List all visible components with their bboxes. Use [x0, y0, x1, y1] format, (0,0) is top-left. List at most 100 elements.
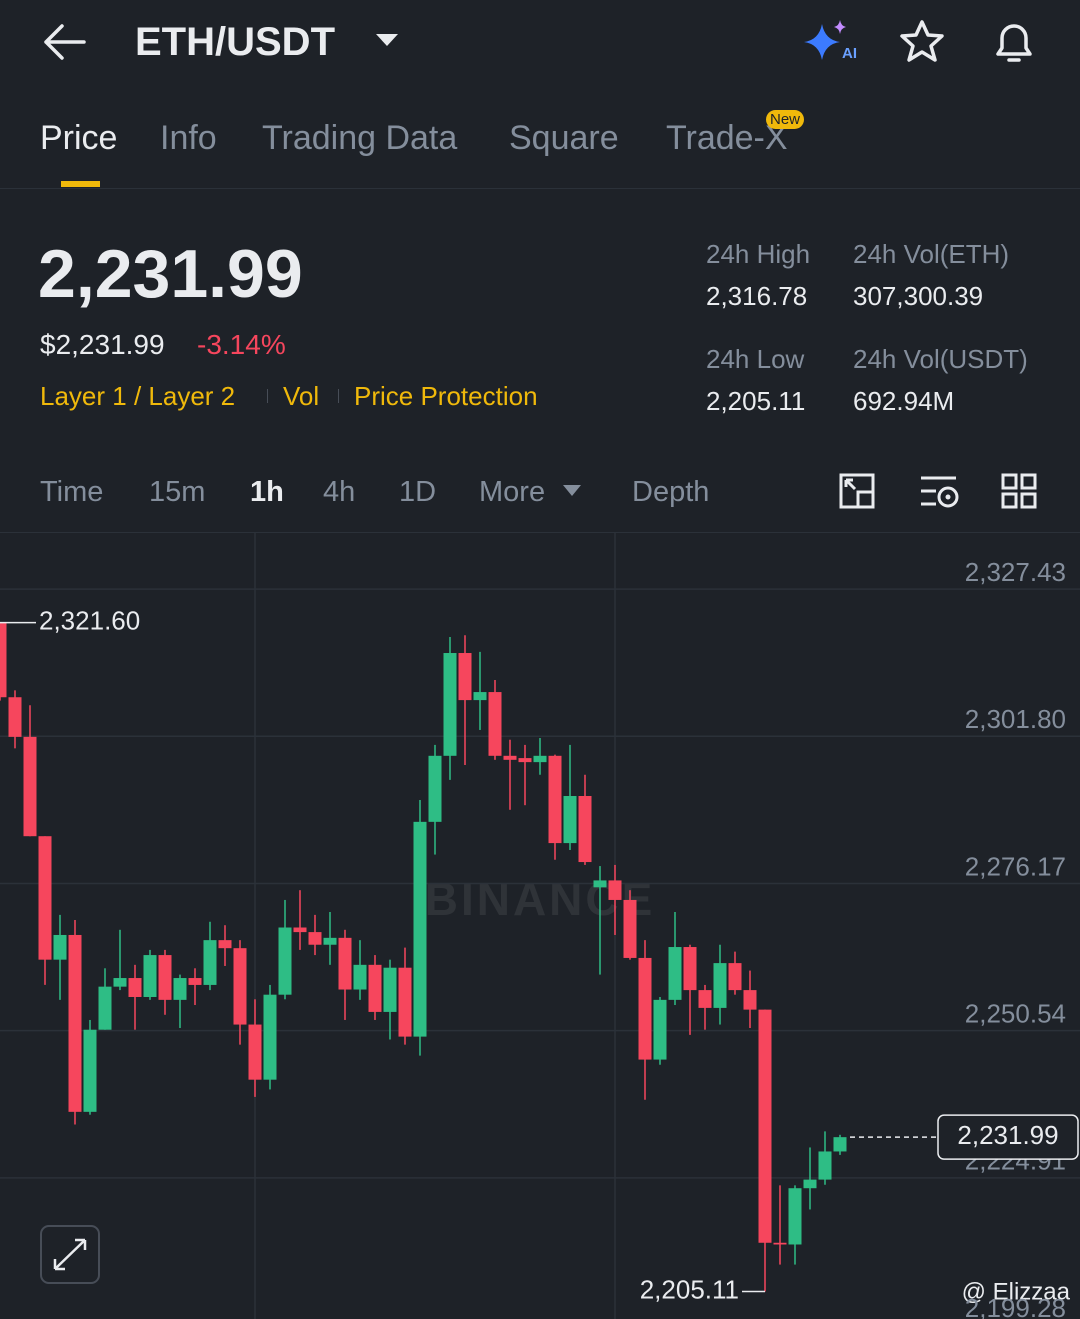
candle-body	[338, 937, 352, 990]
chart-tool-icon[interactable]	[838, 472, 878, 512]
candle-body	[698, 990, 712, 1008]
timeframe[interactable]: 1h	[250, 476, 284, 508]
candle-body	[458, 653, 472, 701]
price-change: -3.14%	[197, 329, 286, 360]
timeframe[interactable]: 1D	[399, 476, 437, 508]
divider	[0, 188, 1080, 189]
candle-body	[0, 622, 7, 698]
candle-body	[263, 994, 277, 1080]
svg-text:AI: AI	[842, 45, 857, 62]
candle-body	[803, 1179, 817, 1189]
active-tab-indicator	[61, 181, 100, 187]
tab[interactable]: Trade-X	[666, 119, 788, 157]
tab[interactable]: Square	[509, 119, 619, 157]
stat-label: 24h Vol(USDT)	[853, 344, 1028, 374]
candle-body	[83, 1029, 97, 1112]
candle-body	[488, 692, 502, 756]
ai-icon[interactable]: AI	[800, 18, 860, 66]
stat-label: 24h Low	[706, 344, 805, 374]
y-tick-label: 2,199.28	[965, 1293, 1066, 1319]
candle-body	[623, 899, 637, 958]
candle-body	[143, 955, 157, 997]
stat-value: 2,316.78	[706, 281, 808, 311]
candle-body	[53, 934, 67, 960]
candle-body	[23, 736, 37, 837]
candle-body	[188, 978, 202, 985]
tab[interactable]: Trading Data	[262, 119, 458, 157]
tab[interactable]: Price	[40, 119, 118, 157]
last-price: 2,231.99	[38, 236, 303, 312]
pair-caret[interactable]	[374, 32, 400, 48]
credit: @ Elizzaa	[962, 1278, 1071, 1305]
candle-body	[203, 940, 217, 985]
indicator-icon[interactable]	[918, 472, 962, 512]
stat-value: 692.94M	[853, 386, 955, 416]
candle-body	[713, 963, 727, 1008]
candle-body	[173, 978, 187, 1000]
candle-body	[758, 1009, 772, 1243]
candle-body	[473, 692, 487, 701]
stat-value: 2,205.11	[706, 386, 806, 416]
candle-body	[218, 940, 232, 949]
low-marker-label: 2,205.11	[640, 1274, 739, 1304]
candle-body	[773, 1242, 787, 1245]
candle-body	[8, 697, 22, 737]
candle-body	[398, 967, 412, 1037]
y-tick-label: 2,250.54	[965, 999, 1066, 1029]
stat-value: 307,300.39	[853, 281, 984, 311]
candle-body	[683, 947, 697, 991]
timeframe[interactable]: Time	[40, 476, 104, 508]
candle-body	[128, 978, 142, 997]
separator	[267, 389, 268, 403]
last-price-box	[937, 1114, 1079, 1160]
tab[interactable]: Info	[160, 119, 217, 157]
candle-body	[653, 999, 667, 1060]
candle-body	[788, 1188, 802, 1245]
timeframe[interactable]: Depth	[632, 476, 710, 508]
tag[interactable]: Vol	[283, 381, 320, 411]
candle-body	[518, 758, 532, 763]
more-caret	[563, 485, 581, 496]
separator	[338, 389, 339, 403]
candle-body	[323, 937, 337, 945]
candle-body	[233, 948, 247, 1025]
candle-body	[443, 653, 457, 756]
candle-body	[728, 963, 742, 991]
divider	[0, 532, 1080, 533]
candle-body	[503, 755, 517, 760]
candle-body	[533, 755, 547, 763]
candle-body	[248, 1024, 262, 1080]
candle-body	[608, 880, 622, 900]
stat-label: 24h High	[706, 239, 811, 269]
candle-body	[38, 836, 52, 960]
tag[interactable]: Price Protection	[354, 381, 538, 411]
favorite-button[interactable]	[898, 18, 946, 66]
candle-body	[158, 955, 172, 1000]
candle-body	[833, 1137, 847, 1152]
y-tick-label: 2,276.17	[965, 851, 1066, 881]
pair-title[interactable]: ETH/USDT	[135, 20, 335, 64]
candle-body	[818, 1151, 832, 1180]
layout-icon[interactable]	[1000, 472, 1040, 512]
candle-body	[383, 967, 397, 1012]
candle-body	[308, 932, 322, 945]
timeframe[interactable]: 15m	[149, 476, 206, 508]
candle-body	[113, 978, 127, 987]
candle-body	[413, 821, 427, 1037]
expand-button[interactable]	[40, 1225, 100, 1284]
candle-body	[428, 755, 442, 822]
candle-body	[668, 947, 682, 1000]
candle-body	[353, 964, 367, 990]
alert-button[interactable]	[990, 16, 1038, 68]
y-tick-label: 2,327.43	[965, 557, 1066, 587]
back-button[interactable]	[40, 20, 90, 64]
timeframe[interactable]: 4h	[323, 476, 356, 508]
candle-body	[638, 957, 652, 1060]
price-usd: $2,231.99	[40, 329, 165, 360]
timeframe[interactable]: More	[479, 476, 546, 508]
tag[interactable]: Layer 1 / Layer 2	[40, 381, 236, 411]
high-marker-label: 2,321.60	[39, 605, 140, 635]
candle-body	[563, 796, 577, 844]
candle-body	[98, 986, 112, 1030]
